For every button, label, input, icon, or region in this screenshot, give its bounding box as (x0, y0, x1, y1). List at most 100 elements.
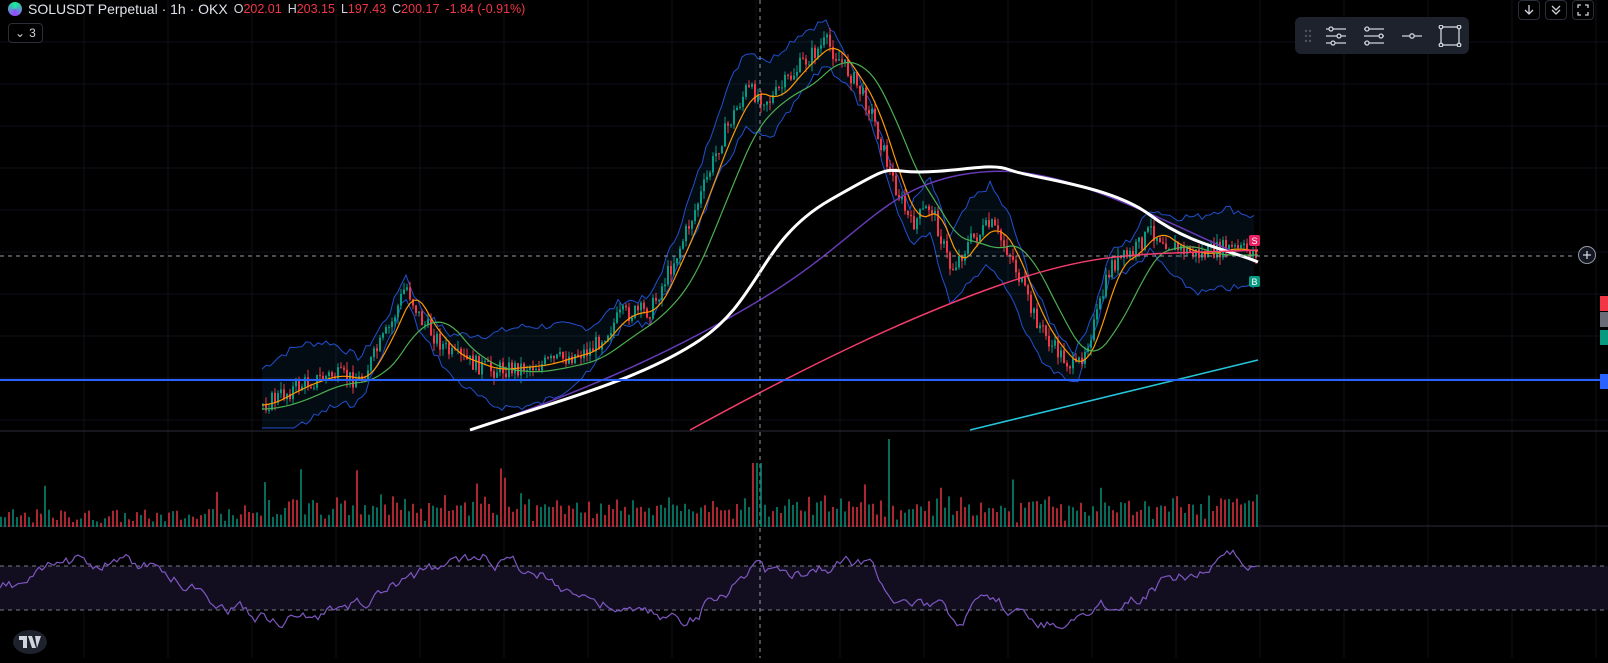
candle-body (1237, 245, 1239, 249)
candle-body (721, 146, 723, 154)
high-value: 203.15 (296, 2, 335, 16)
candle-body (397, 305, 399, 318)
scroll-to-latest-button[interactable] (1518, 0, 1540, 20)
volume-bar (884, 516, 886, 527)
candle-body (535, 368, 537, 371)
volume-bar (992, 508, 994, 527)
candle-body (619, 309, 621, 313)
settings-lines-button[interactable] (1359, 22, 1389, 50)
candle-body (301, 386, 303, 391)
volume-bar (60, 510, 62, 527)
volume-bar (36, 509, 38, 527)
candle-body (304, 377, 306, 387)
candle-body (1141, 237, 1143, 250)
candle-body (670, 265, 672, 275)
candle-body (649, 317, 651, 319)
volume-bar (1184, 513, 1186, 527)
candle-body (400, 293, 402, 306)
candle-body (1150, 226, 1152, 228)
candle-body (751, 83, 753, 87)
volume-bar (80, 518, 82, 527)
collapse-button[interactable] (1545, 0, 1567, 20)
volume-bar (668, 497, 670, 527)
drag-handle-icon[interactable] (1303, 26, 1313, 46)
candle-body (508, 362, 510, 377)
volume-bar (1192, 504, 1194, 527)
volume-bar (1136, 511, 1138, 527)
fullscreen-button[interactable] (1572, 0, 1594, 20)
volume-bar (1236, 498, 1238, 527)
candle-body (844, 59, 846, 63)
volume-bar (592, 518, 594, 527)
candle-body (1162, 242, 1164, 244)
candle-body (427, 319, 429, 325)
volume-bar (268, 500, 270, 527)
volume-bar (4, 517, 6, 527)
candle-body (1240, 245, 1242, 249)
candle-body (781, 87, 783, 89)
volume-bar (316, 502, 318, 527)
tradingview-logo-icon[interactable] (13, 630, 47, 654)
open-value: 202.01 (243, 2, 282, 16)
volume-bar (140, 515, 142, 527)
candle-body (376, 348, 378, 352)
volume-bar (1176, 496, 1178, 527)
candle-body (487, 360, 489, 362)
volume-bar (532, 520, 534, 527)
volume-bar (576, 502, 578, 527)
candle-body (697, 203, 699, 211)
indicators-toggle-button[interactable]: ⌄ 3 (8, 23, 43, 43)
candle-body (1231, 244, 1233, 247)
candle-body (814, 47, 816, 58)
candle-body (691, 220, 693, 229)
candle-body (610, 332, 612, 336)
volume-bar (136, 512, 138, 527)
volume-bar (676, 505, 678, 527)
volume-bar (1120, 502, 1122, 527)
volume-bar (404, 498, 406, 527)
object-tree-button[interactable] (1321, 22, 1351, 50)
volume-bar (772, 511, 774, 527)
candle-body (724, 123, 726, 147)
volume-bar (292, 499, 294, 527)
volume-bar (540, 506, 542, 527)
candle-body (343, 367, 345, 370)
volume-bar (984, 512, 986, 527)
candle-body (436, 333, 438, 344)
volume-bar (1012, 479, 1014, 527)
candle-body (1060, 350, 1062, 358)
rectangle-button[interactable] (1435, 22, 1465, 50)
volume-bar (432, 505, 434, 527)
volume-bar (224, 520, 226, 527)
add-price-alert-button[interactable] (1578, 246, 1596, 264)
volume-bar (16, 517, 18, 527)
volume-bar (1040, 504, 1042, 527)
object-tree-icon (1326, 25, 1346, 46)
volume-bar (748, 507, 750, 527)
volume-bar (244, 505, 246, 527)
candle-body (433, 335, 435, 344)
volume-bar (1208, 495, 1210, 527)
candle-body (772, 95, 774, 103)
volume-bar (1156, 507, 1158, 527)
candle-body (568, 356, 570, 364)
symbol-title[interactable]: SOLUSDT Perpetual · 1h · OKX (28, 1, 228, 17)
volume-bar (536, 505, 538, 527)
volume-bar (288, 501, 290, 527)
volume-bar (236, 518, 238, 527)
volume-bar (360, 514, 362, 527)
horizontal-line-button[interactable] (1397, 22, 1427, 50)
candle-body (1054, 340, 1056, 346)
volume-bar (328, 514, 330, 527)
candle-body (403, 289, 405, 294)
price-axis-marker-gray (1600, 312, 1608, 327)
volume-bar (644, 511, 646, 527)
volume-bar (728, 509, 730, 527)
candle-body (1021, 277, 1023, 282)
volume-bar (388, 514, 390, 527)
candle-body (1243, 243, 1245, 246)
volume-bar (68, 517, 70, 527)
volume-bar (368, 514, 370, 527)
